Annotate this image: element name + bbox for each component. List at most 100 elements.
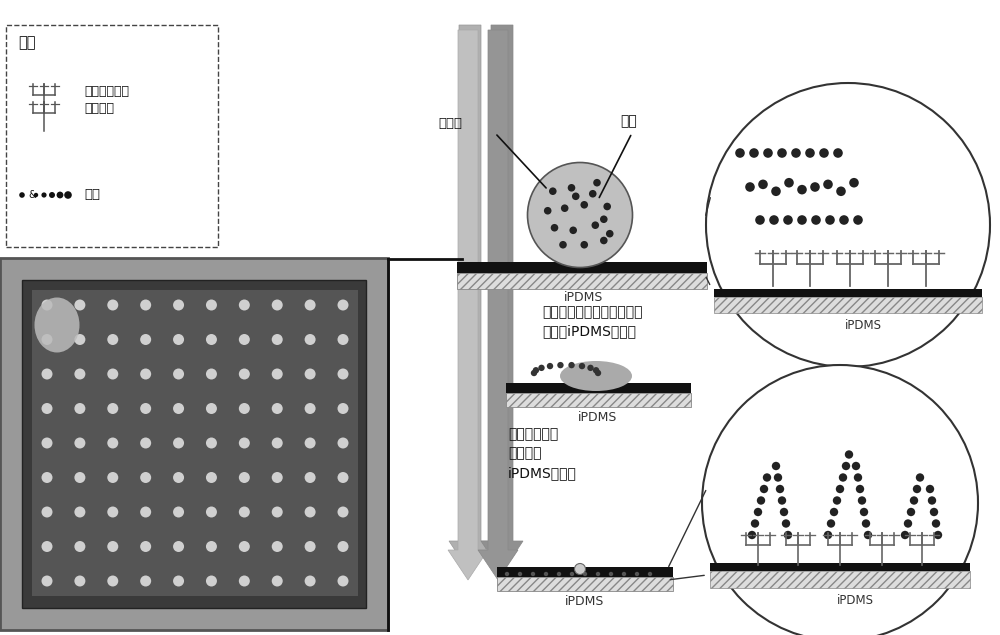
Text: 图例: 图例 — [18, 35, 36, 50]
Circle shape — [784, 531, 792, 539]
Circle shape — [784, 178, 794, 187]
Circle shape — [305, 438, 316, 448]
Circle shape — [305, 334, 316, 345]
Circle shape — [239, 368, 250, 380]
Circle shape — [272, 334, 283, 345]
FancyArrow shape — [449, 25, 491, 573]
Circle shape — [852, 462, 860, 470]
Circle shape — [603, 203, 611, 210]
Circle shape — [811, 215, 821, 225]
Circle shape — [606, 230, 614, 237]
Circle shape — [579, 363, 585, 370]
Circle shape — [777, 148, 787, 158]
Bar — [710, 571, 970, 588]
Circle shape — [557, 362, 564, 368]
Bar — [506, 393, 691, 407]
Circle shape — [173, 472, 184, 483]
Circle shape — [754, 508, 762, 516]
Circle shape — [864, 531, 872, 539]
Circle shape — [622, 572, 626, 576]
Circle shape — [778, 497, 786, 505]
Circle shape — [206, 575, 217, 587]
Circle shape — [206, 300, 217, 311]
Circle shape — [74, 300, 85, 311]
Circle shape — [600, 237, 608, 244]
Text: iPDMS: iPDMS — [845, 319, 882, 332]
Circle shape — [791, 148, 801, 158]
Circle shape — [239, 403, 250, 414]
Circle shape — [769, 215, 779, 225]
Circle shape — [272, 507, 283, 518]
Circle shape — [140, 541, 151, 552]
Circle shape — [107, 472, 118, 483]
Text: 多肽: 多肽 — [620, 114, 637, 128]
Circle shape — [239, 507, 250, 518]
Circle shape — [74, 334, 85, 345]
Circle shape — [42, 575, 52, 587]
Circle shape — [755, 215, 765, 225]
Circle shape — [780, 508, 788, 516]
Circle shape — [173, 541, 184, 552]
Circle shape — [557, 572, 561, 576]
Circle shape — [338, 438, 349, 448]
Circle shape — [272, 368, 283, 380]
Circle shape — [305, 403, 316, 414]
Circle shape — [239, 472, 250, 483]
Circle shape — [305, 368, 316, 380]
Circle shape — [839, 215, 849, 225]
Circle shape — [776, 485, 784, 493]
Bar — [506, 383, 691, 393]
Circle shape — [140, 472, 151, 483]
Circle shape — [239, 541, 250, 552]
Circle shape — [107, 575, 118, 587]
Circle shape — [272, 300, 283, 311]
Circle shape — [42, 368, 52, 380]
Circle shape — [173, 438, 184, 448]
Circle shape — [572, 192, 580, 200]
Circle shape — [593, 367, 599, 373]
Circle shape — [839, 473, 847, 482]
Text: &: & — [28, 190, 36, 200]
Circle shape — [338, 300, 349, 311]
Circle shape — [74, 541, 85, 552]
Circle shape — [901, 531, 909, 539]
Circle shape — [544, 572, 548, 576]
Bar — [457, 262, 707, 273]
Circle shape — [49, 192, 55, 198]
Circle shape — [568, 362, 575, 368]
Text: iPDMS: iPDMS — [564, 291, 604, 304]
Circle shape — [518, 572, 522, 576]
Circle shape — [758, 180, 768, 189]
Circle shape — [338, 472, 349, 483]
Bar — [497, 577, 672, 591]
Circle shape — [338, 541, 349, 552]
Circle shape — [338, 507, 349, 518]
Circle shape — [609, 572, 613, 576]
Circle shape — [595, 370, 601, 376]
Circle shape — [140, 575, 151, 587]
Circle shape — [206, 334, 217, 345]
Circle shape — [305, 507, 316, 518]
Circle shape — [64, 191, 72, 199]
FancyArrow shape — [478, 30, 518, 580]
Circle shape — [173, 403, 184, 414]
Circle shape — [140, 438, 151, 448]
Circle shape — [338, 334, 349, 345]
Circle shape — [42, 438, 52, 448]
Circle shape — [74, 368, 85, 380]
Text: iPDMS: iPDMS — [837, 594, 874, 607]
Circle shape — [42, 334, 52, 345]
Ellipse shape — [34, 298, 80, 352]
Circle shape — [862, 519, 870, 528]
Text: 聚乙二醇甲基
丙烯酸酯: 聚乙二醇甲基 丙烯酸酯 — [84, 85, 129, 115]
Text: 多肽: 多肽 — [84, 189, 100, 201]
Circle shape — [745, 182, 755, 192]
Circle shape — [272, 541, 283, 552]
Circle shape — [42, 403, 52, 414]
Circle shape — [74, 575, 85, 587]
Circle shape — [763, 148, 773, 158]
Circle shape — [926, 485, 934, 493]
Circle shape — [140, 403, 151, 414]
Circle shape — [824, 531, 832, 539]
Circle shape — [74, 403, 85, 414]
